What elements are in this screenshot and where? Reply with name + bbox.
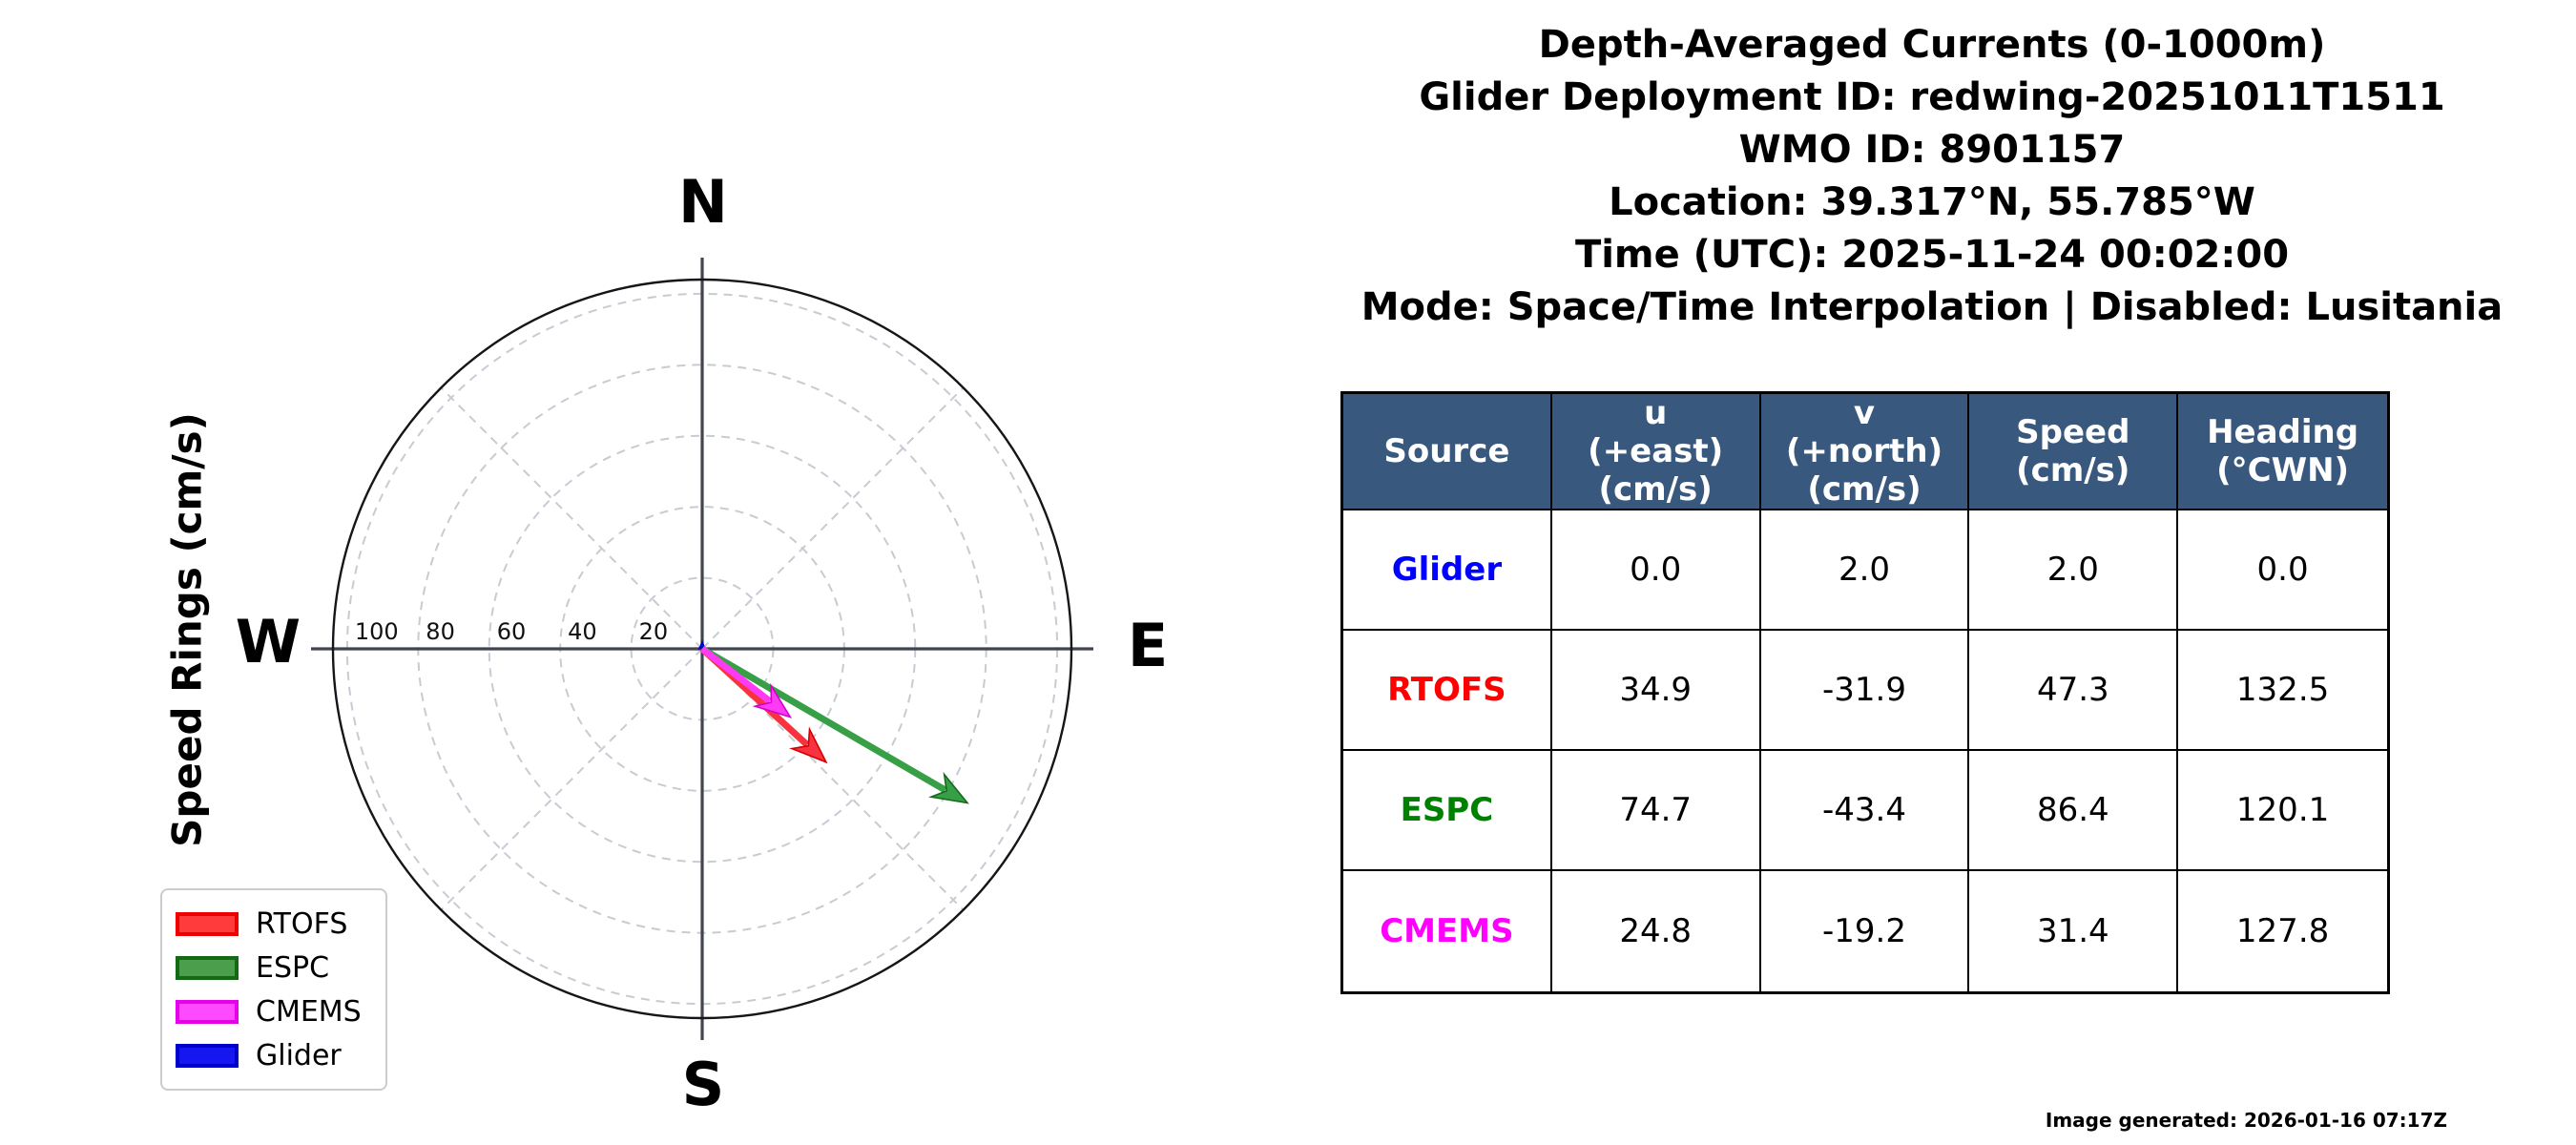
cell-speed: 31.4 [1969,871,2179,991]
table-header-u: u (+east) (cm/s) [1551,394,1761,510]
title-location: Location: 39.317°N, 55.785°W [1609,180,2255,224]
compass-north-label: N [678,167,728,237]
arrow-shaft-cmems [699,646,773,704]
legend-swatch-espc [176,955,239,980]
ring-label-20: 20 [639,618,669,645]
grid-spoke-225 [440,648,703,911]
legend-label: Glider [256,1038,342,1072]
outer-boundary-circle [331,278,1073,1020]
cell-u: 34.9 [1551,631,1761,751]
ring-label-60: 60 [497,618,527,645]
title-mode: Mode: Space/Time Interpolation | Disable… [1361,285,2503,329]
cell-speed: 47.3 [1969,631,2179,751]
table-row-cmems: CMEMS 24.8 -19.2 31.4 127.8 [1343,871,2387,991]
arrow-head-rtofs [789,726,828,764]
legend-label: RTOFS [256,906,348,941]
cell-source: Glider [1343,510,1552,631]
grid-spoke-45 [701,386,965,650]
cell-speed: 2.0 [1969,510,2179,631]
cell-heading: 127.8 [2235,912,2330,950]
cell-u: 0.0 [1551,510,1761,631]
ring-label-80: 80 [426,618,455,645]
legend-label: ESPC [256,950,330,985]
generated-timestamp: Image generated: 2026-01-16 07:17Z [2045,1109,2447,1132]
legend-box: RTOFS ESPC CMEMS Glider [160,888,387,1091]
title-block: Depth-Averaged Currents (0-1000m) Glider… [1288,19,2576,334]
compass-south-label: S [681,1050,725,1119]
cell-heading: 120.1 [2178,751,2387,871]
table-body: Glider 0.0 2.0 2.0 0.0 RTOFS 34.9 -31.9 47.3 132.… [1343,510,2387,991]
table-header-speed: Speed (cm/s) [1969,394,2179,510]
arrow-head-espc [927,771,969,804]
cell-source: ESPC [1343,751,1552,871]
title-time: Time (UTC): 2025-11-24 00:02:00 [1574,233,2290,277]
table-row-rtofs: RTOFS 34.9 -31.9 47.3 132.5 [1343,631,2387,751]
compass-west-label: W [235,607,301,677]
legend-swatch-rtofs [176,911,239,936]
compass-east-label: E [1127,611,1169,680]
grid-spoke-315 [440,386,703,650]
table-header-row: Source u (+east) (cm/s) v (+north) (cm/s… [1343,394,2387,510]
currents-table: Source u (+east) (cm/s) v (+north) (cm/s… [1340,391,2390,994]
cell-v: 2.0 [1760,510,1970,631]
speed-rings-axis-title: Speed Rings (cm/s) [163,412,211,847]
legend-item-glider: Glider [176,1033,372,1077]
arrow-head-cmems [752,682,793,718]
polar-current-plot: 100 80 60 40 20 [311,258,1093,1040]
legend-item-cmems: CMEMS [176,989,372,1033]
cell-v: -43.4 [1760,751,1970,871]
cell-v: -31.9 [1760,631,1970,751]
cell-speed: 86.4 [1969,751,2179,871]
cell-u: 24.8 [1552,871,1761,991]
table-header-heading: Heading (°CWN) [2178,394,2387,510]
cell-u: 74.7 [1551,751,1761,871]
cell-source: CMEMS [1343,871,1552,991]
table-row-espc: ESPC 74.7 -43.4 86.4 120.1 [1343,751,2387,871]
cell-heading: 132.5 [2178,631,2387,751]
legend-item-espc: ESPC [176,946,372,989]
table-header-source: Source [1343,394,1552,510]
cell-v: -19.2 [1761,871,1970,991]
title-main: Depth-Averaged Currents (0-1000m) [1538,23,2326,67]
title-wmo-id: WMO ID: 8901157 [1738,128,2126,172]
cell-source: RTOFS [1343,631,1552,751]
title-deployment-id: Glider Deployment ID: redwing-20251011T1… [1419,75,2445,119]
ring-label-100: 100 [355,618,399,645]
cell-heading: 0.0 [2178,510,2387,631]
arrow-shaft-espc [700,645,947,793]
legend-swatch-cmems [176,999,239,1024]
table-row-glider: Glider 0.0 2.0 2.0 0.0 [1343,510,2387,631]
legend-item-rtofs: RTOFS [176,902,372,946]
ring-label-40: 40 [568,618,597,645]
legend-swatch-glider [176,1043,239,1068]
legend-label: CMEMS [256,994,362,1029]
table-header-v: v (+north) (cm/s) [1760,394,1970,510]
